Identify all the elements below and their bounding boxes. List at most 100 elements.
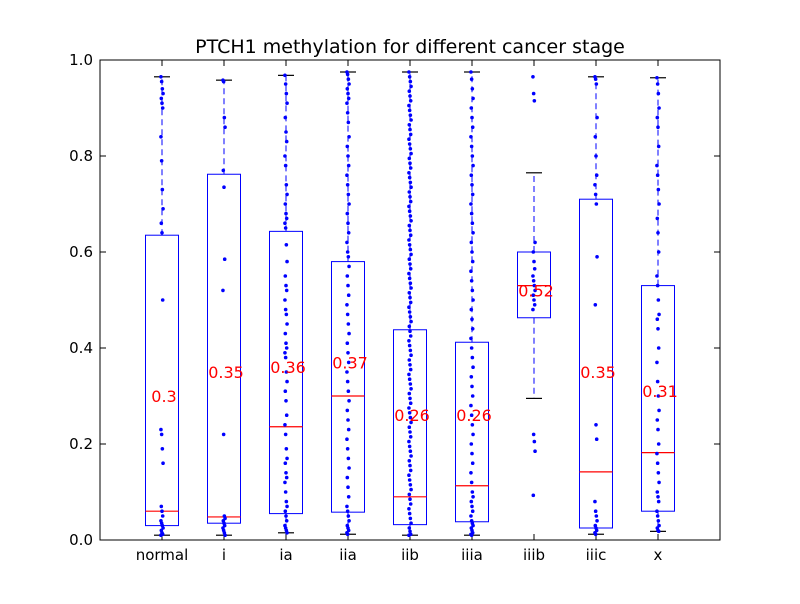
data-point: [408, 463, 412, 468]
data-point: [407, 343, 412, 348]
data-point: [283, 298, 287, 302]
data-point: [345, 111, 350, 115]
data-point: [469, 106, 474, 110]
data-point: [159, 432, 164, 437]
data-point: [409, 84, 413, 89]
data-point: [407, 291, 412, 295]
mean-annotation: 0.35: [208, 363, 244, 382]
data-point: [407, 70, 411, 74]
data-point: [407, 526, 412, 530]
data-point: [470, 221, 475, 225]
data-point: [409, 319, 413, 324]
data-point: [408, 300, 413, 305]
data-point: [284, 447, 289, 451]
data-point: [657, 106, 661, 110]
data-point: [407, 459, 412, 463]
data-point: [346, 389, 351, 394]
data-point: [469, 403, 473, 408]
data-point: [345, 408, 350, 413]
data-point: [284, 341, 288, 346]
data-point: [407, 310, 412, 314]
data-point: [470, 183, 474, 187]
data-point: [594, 437, 599, 442]
data-point: [409, 151, 413, 156]
data-point: [160, 514, 165, 518]
data-point: [345, 312, 350, 317]
data-point: [531, 274, 535, 278]
data-point: [657, 312, 661, 317]
box-group-iiib: iiib 0.52: [517, 60, 554, 564]
data-point: [657, 408, 661, 413]
data-point: [346, 322, 351, 326]
data-point: [345, 274, 350, 278]
data-point: [283, 480, 287, 485]
data-point: [656, 427, 660, 432]
data-point: [284, 312, 289, 317]
data-point: [594, 423, 598, 427]
data-point: [469, 77, 474, 81]
data-point: [284, 288, 289, 293]
data-point: [283, 307, 288, 312]
data-point: [533, 240, 537, 245]
data-point: [284, 471, 288, 475]
data-point: [471, 365, 475, 370]
data-point: [408, 233, 413, 237]
data-point: [407, 339, 411, 343]
data-point: [221, 432, 226, 437]
data-point: [407, 511, 412, 516]
data-point: [408, 166, 413, 170]
data-point: [593, 192, 598, 197]
data-point: [407, 324, 412, 329]
data-point: [469, 202, 473, 206]
data-point: [285, 504, 289, 509]
data-point: [284, 346, 289, 350]
data-point: [283, 82, 288, 86]
data-point: [283, 163, 288, 168]
box-group-iiia: iiia 0.26: [455, 60, 492, 564]
data-point: [409, 454, 413, 458]
data-point: [407, 171, 411, 175]
data-point: [283, 490, 288, 494]
box-group-x: x 0.31: [641, 60, 678, 564]
data-point: [407, 156, 412, 161]
data-point: [408, 497, 412, 502]
data-point: [469, 269, 473, 274]
data-point: [347, 135, 351, 139]
data-point: [284, 130, 288, 134]
data-point: [471, 298, 475, 302]
data-point: [655, 514, 660, 518]
data-point: [408, 295, 412, 300]
data-point: [346, 91, 350, 96]
data-point: [657, 202, 661, 206]
data-point: [594, 202, 599, 206]
data-point: [407, 223, 412, 228]
data-point: [345, 532, 350, 537]
data-point: [593, 532, 598, 537]
data-point: [345, 504, 349, 509]
data-point: [408, 483, 413, 487]
x-tick-label: normal: [136, 546, 189, 564]
data-point: [345, 447, 350, 451]
data-point: [408, 228, 412, 233]
data-point: [470, 423, 475, 427]
data-point: [471, 495, 475, 499]
data-point: [409, 521, 413, 525]
x-tick-label: iiic: [586, 546, 607, 564]
data-point: [346, 283, 350, 288]
data-point: [159, 135, 163, 139]
data-point: [283, 226, 288, 230]
data-point: [284, 91, 289, 96]
data-point: [346, 293, 351, 298]
data-point: [345, 211, 350, 216]
data-point: [655, 216, 660, 221]
data-point: [284, 211, 288, 216]
data-point: [284, 514, 288, 518]
data-point: [593, 499, 597, 504]
data-point: [407, 75, 412, 79]
plot-area: 0.0 0.2 0.4 0.6 0.8 1.0 normal 0.3 i 0.35 ia 0.36 ii…: [69, 51, 721, 564]
data-point: [469, 279, 474, 283]
data-point: [655, 418, 660, 422]
data-point: [160, 298, 165, 302]
